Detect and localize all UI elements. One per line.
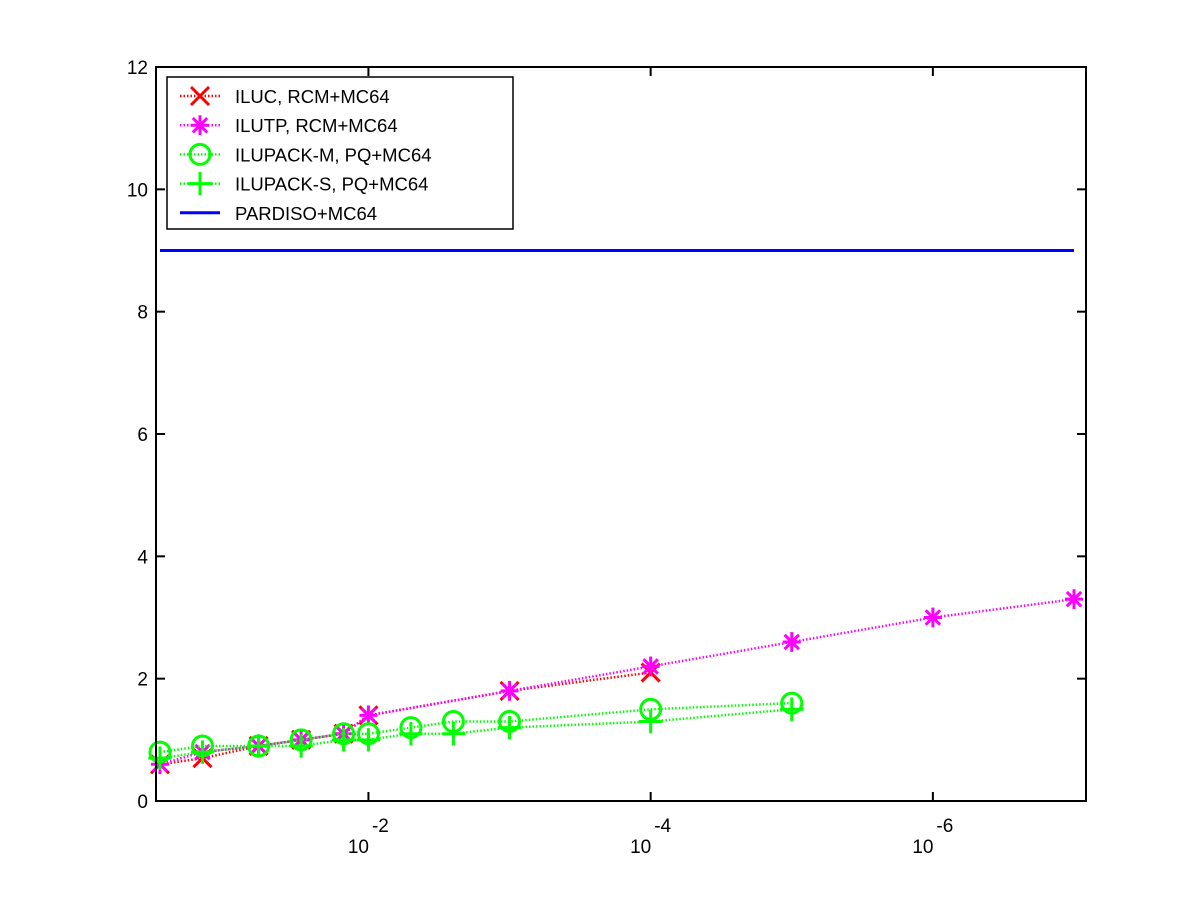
legend-label: ILUPACK-S, PQ+MC64 — [235, 174, 428, 195]
y-tick-label: 0 — [137, 792, 148, 813]
legend: ILUC, RCM+MC64 ILUTP, RCM+MC64 ILUPACK-M, … — [166, 76, 514, 230]
y-tick-label: 8 — [137, 303, 148, 324]
legend-box — [166, 76, 514, 230]
x-tick-exponent: -4 — [654, 816, 671, 837]
marker-x — [189, 85, 211, 107]
legend-item: ILUPACK-M, PQ+MC64 — [180, 142, 432, 166]
x-tick-exponent: -6 — [936, 816, 953, 837]
y-tick-label: 6 — [137, 425, 148, 446]
legend-label: ILUPACK-M, PQ+MC64 — [235, 144, 432, 165]
marker-asterisk — [782, 632, 801, 652]
marker-plus — [441, 722, 466, 746]
legend-label: ILUTP, RCM+MC64 — [235, 115, 398, 136]
x-tick-exponent: -2 — [372, 816, 389, 837]
marker-plus — [246, 734, 271, 758]
series-3 — [148, 697, 804, 770]
marker-asterisk — [500, 681, 519, 701]
marker-plus — [399, 722, 423, 746]
y-tick-label: 4 — [137, 547, 148, 568]
marker-plus — [148, 746, 172, 770]
marker-asterisk — [359, 705, 378, 726]
legend-label: PARDISO+MC64 — [235, 203, 377, 224]
x-tick-base: 10 — [348, 837, 369, 858]
marker-plus — [289, 734, 313, 758]
marker-plus — [497, 715, 522, 740]
marker-plus — [356, 728, 381, 752]
legend-item: ILUPACK-S, PQ+MC64 — [180, 171, 428, 196]
marker-plus — [780, 697, 804, 721]
series-line — [159, 708, 792, 760]
marker-circle — [188, 142, 212, 166]
legend-item: ILUC, RCM+MC64 — [180, 85, 390, 107]
marker-asterisk — [641, 656, 660, 677]
y-tick-label: 2 — [137, 670, 148, 691]
marker-plus — [638, 709, 663, 734]
plot-area — [148, 249, 1083, 775]
series-line — [159, 701, 792, 754]
y-tick-label: 10 — [127, 180, 148, 201]
marker-asterisk — [1065, 589, 1083, 610]
legend-item: PARDISO+MC64 — [180, 203, 377, 224]
marker-plus — [190, 740, 215, 764]
x-tick-base: 10 — [912, 837, 933, 858]
series-2 — [148, 691, 804, 764]
y-tick-label: 12 — [127, 58, 148, 79]
marker-asterisk — [923, 607, 942, 628]
legend-item: ILUTP, RCM+MC64 — [180, 115, 398, 136]
marker-plus — [188, 171, 212, 196]
marker-plus — [331, 728, 356, 752]
legend-label: ILUC, RCM+MC64 — [235, 86, 390, 107]
x-tick-base: 10 — [630, 837, 651, 858]
marker-asterisk — [191, 115, 209, 136]
